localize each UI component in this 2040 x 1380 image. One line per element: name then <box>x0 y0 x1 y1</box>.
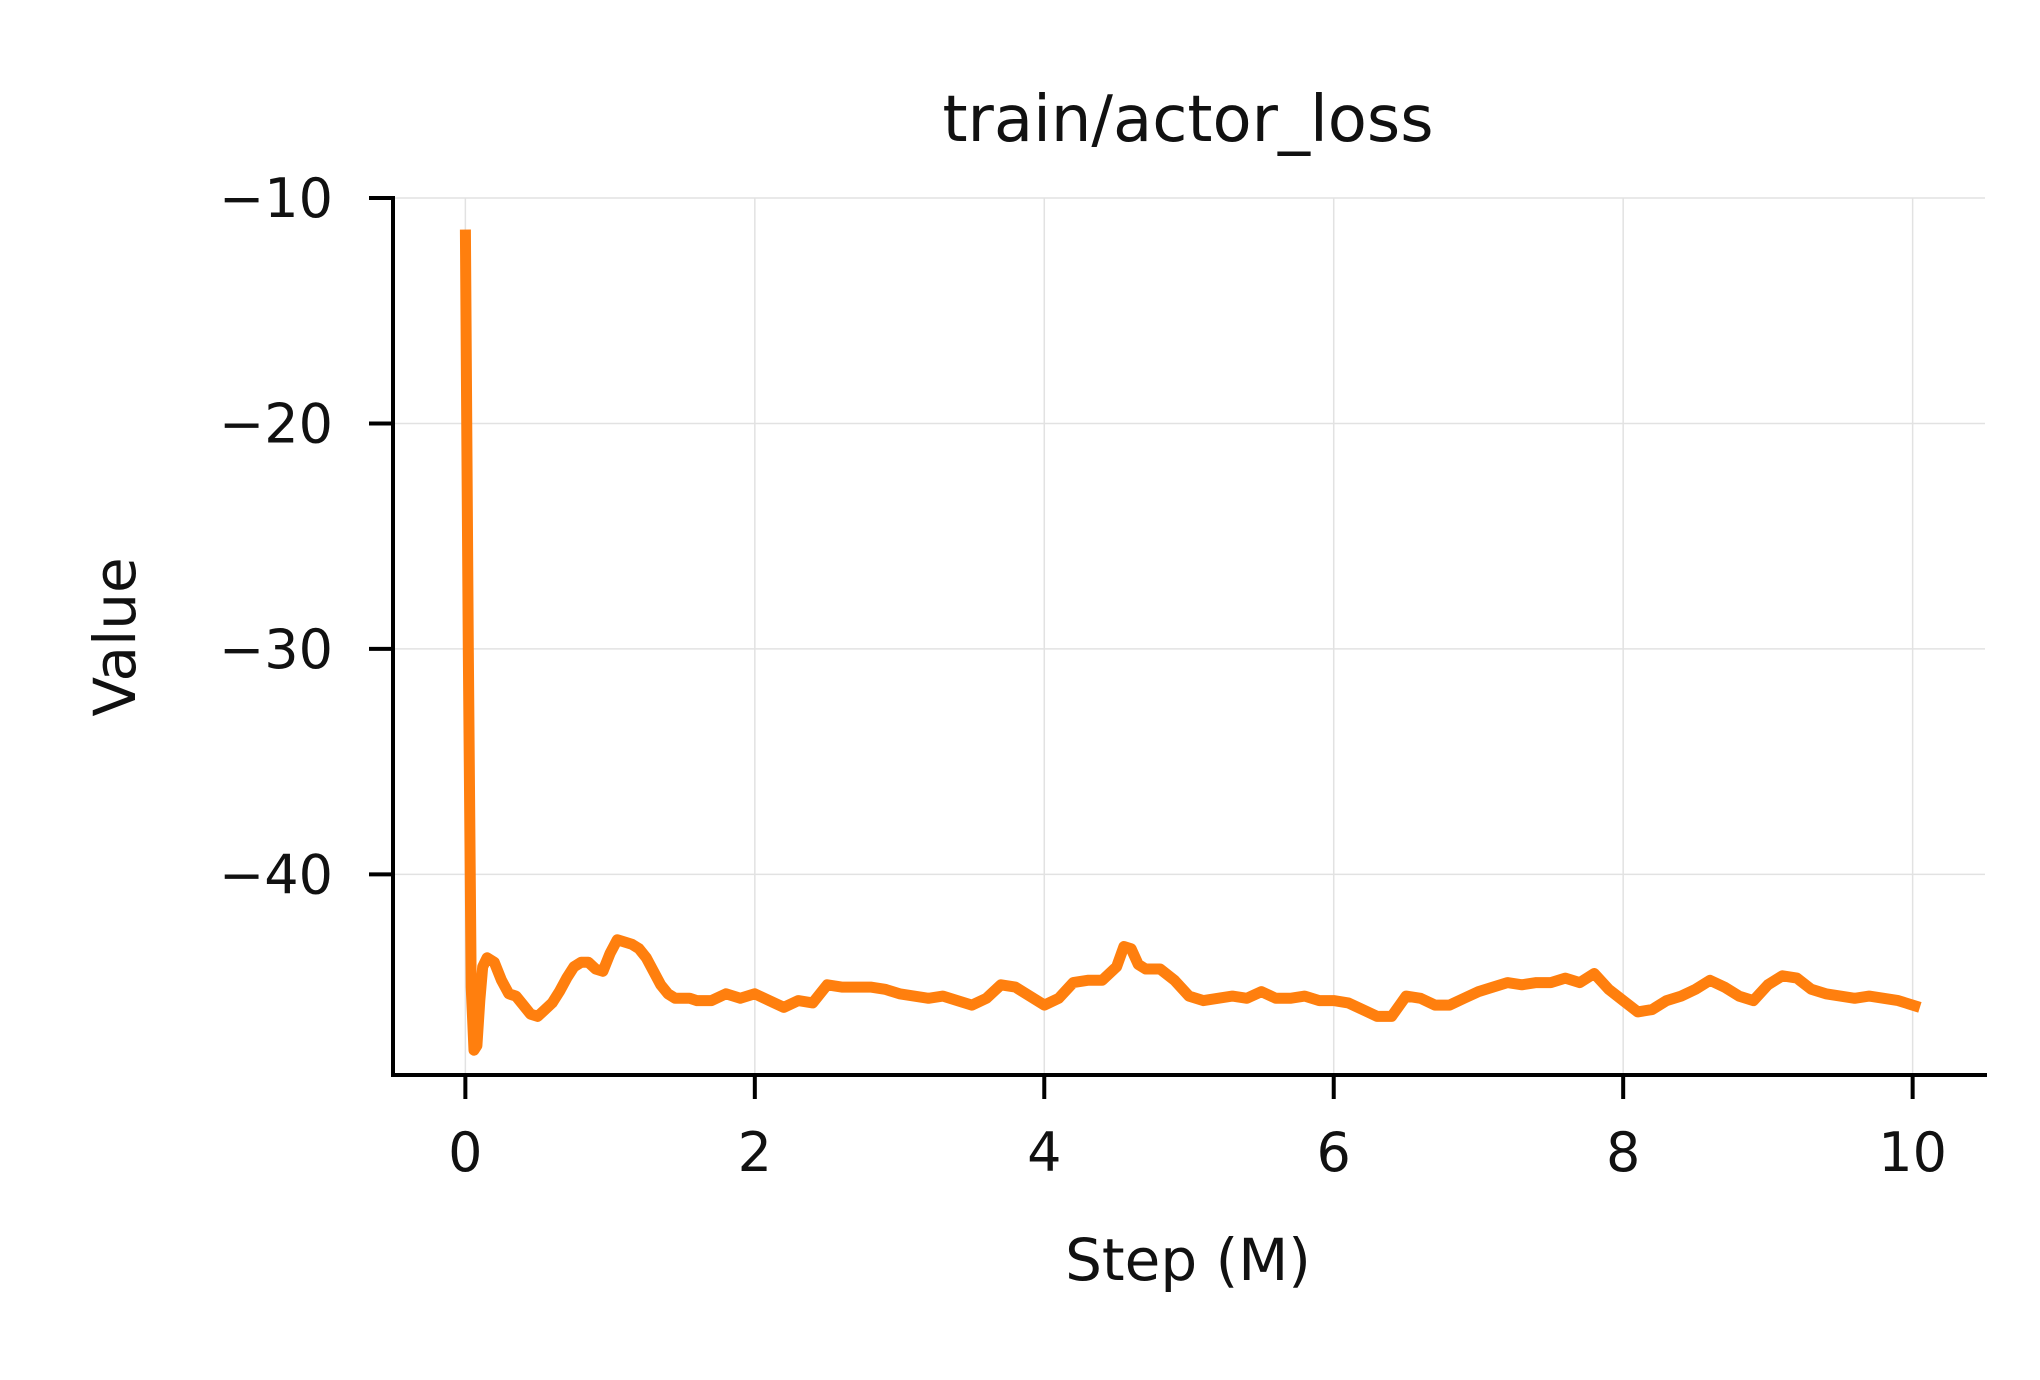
x-tick-label-4: 8 <box>1606 1121 1640 1184</box>
y-tick-label-0: −10 <box>219 167 333 230</box>
x-tick-label-1: 2 <box>738 1121 772 1184</box>
series-line-0 <box>459 229 1922 1056</box>
chart-title: train/actor_loss <box>942 83 1433 157</box>
x-tick-label-5: 10 <box>1878 1121 1947 1184</box>
x-tick-label-2: 4 <box>1027 1121 1061 1184</box>
y-tick-label-3: −40 <box>219 843 333 906</box>
y-tick-label-1: −20 <box>219 392 333 455</box>
x-tick-label-0: 0 <box>448 1121 482 1184</box>
axes <box>391 196 1987 1077</box>
y-tick-label-2: −30 <box>219 618 333 681</box>
series-layer <box>459 229 1922 1056</box>
x-tick-label-3: 6 <box>1317 1121 1351 1184</box>
x-axis-label: Step (M) <box>1065 1226 1311 1294</box>
tick-layer: 0 2 4 6 8 10 −10 −20 −30 −40 <box>219 167 1947 1184</box>
grid-lines <box>393 197 1985 1075</box>
y-axis-label: Value <box>81 557 149 716</box>
